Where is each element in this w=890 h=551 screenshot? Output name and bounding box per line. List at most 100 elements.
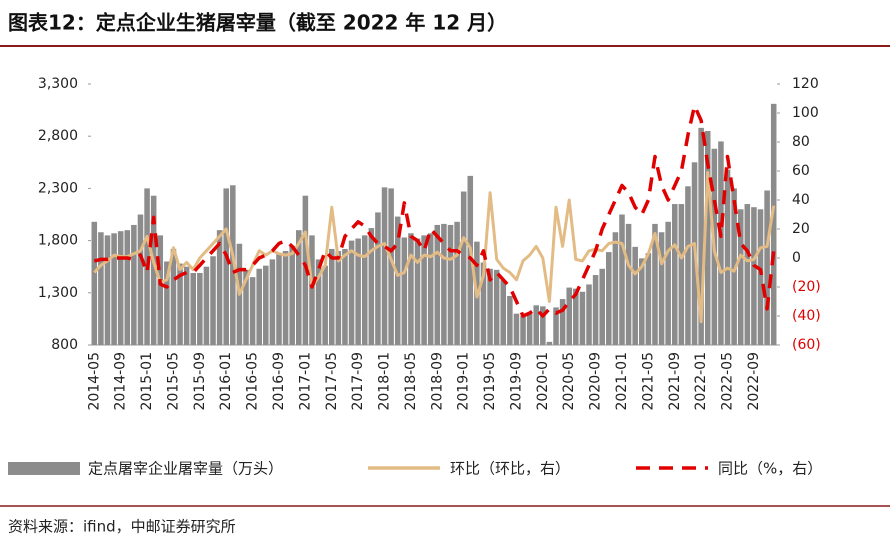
bar [592,275,599,345]
bar [348,240,355,345]
bar [309,235,315,345]
bar [744,204,751,345]
bar [698,127,704,346]
bar [104,235,111,345]
bar [460,191,467,345]
legend-label: 环比（环比，右） [450,460,570,478]
x-tick-label: 2016-01 [218,352,234,411]
bar [579,291,586,345]
bar [401,237,408,345]
bar [559,299,566,345]
x-tick-label: 2016-05 [245,352,261,411]
x-tick-label: 2015-09 [192,352,208,411]
bar [513,313,520,345]
bar [355,238,361,345]
bar [249,277,256,345]
bar [612,232,619,345]
bar [269,259,276,345]
legend-label: 定点屠宰企业屠宰量（万头） [88,460,283,478]
x-tick-label: 2017-09 [350,352,366,411]
bar [289,245,295,345]
x-tick-label: 2020-05 [561,352,577,411]
bar [197,272,203,345]
bar [441,223,447,345]
x-tick-label: 2018-05 [403,352,419,411]
y2-tick-label: 0 [792,250,801,266]
bar [210,256,216,345]
bar [381,187,388,345]
bar [606,252,612,345]
bar [131,224,137,345]
bar [124,230,131,345]
y2-tick-label: (60) [792,337,821,353]
bar [566,287,572,345]
x-tick-label: 2021-01 [614,352,630,411]
chart-title: 图表12：定点企业生猪屠宰量（截至 2022 年 12 月） [8,11,507,35]
x-tick-label: 2018-09 [429,352,445,411]
bar [427,233,434,345]
bar [632,246,638,345]
x-tick-label: 2017-05 [324,352,340,411]
bar [243,269,249,345]
y2-tick-label: 60 [792,163,810,179]
bar [388,188,394,345]
bar [117,231,124,345]
bar [263,265,269,345]
bar [639,258,645,345]
bar [533,305,540,345]
y2-tick-label: (20) [792,279,821,295]
x-tick-label: 2021-09 [667,352,683,411]
x-tick-label: 2017-01 [297,352,313,411]
bar [111,233,117,345]
bar [342,248,348,345]
bar [731,188,737,345]
x-tick-label: 2020-09 [588,352,604,411]
bar [322,265,328,345]
y2-tick-label: 40 [792,192,810,208]
y2-tick-label: 20 [792,221,810,237]
legend-swatch [8,462,80,475]
x-tick-label: 2014-05 [86,352,102,411]
bar [770,103,777,345]
x-tick-label: 2015-05 [165,352,181,411]
bar [480,262,487,345]
bar [256,268,262,345]
bar [335,251,342,345]
bar [619,214,625,345]
bar [625,223,632,345]
x-tick-label: 2018-01 [377,352,393,411]
source: 资料来源：ifind，中邮证券研究所 [8,518,236,536]
x-tick-label: 2022-05 [720,352,736,411]
bar [645,253,652,345]
bar [282,251,289,345]
bar [586,284,592,345]
bar [361,235,368,345]
x-tick-label: 2019-05 [482,352,498,411]
y2-tick-label: 120 [792,76,819,92]
bar [704,130,711,345]
bar [652,223,658,345]
legend-label: 同比（%，右） [718,460,822,478]
y-tick-label: 3,300 [38,76,78,92]
bar [190,272,197,345]
x-tick-label: 2019-01 [456,352,472,411]
bar [177,263,183,345]
x-tick-label: 2020-01 [535,352,551,411]
bar [751,207,757,345]
bar [137,214,144,345]
bar [757,209,764,345]
bar [183,266,190,345]
bar [454,221,460,345]
bar [718,141,724,345]
bar [724,169,731,345]
bar [157,235,164,345]
bar [434,224,441,345]
bar [764,190,770,345]
x-tick-label: 2016-09 [271,352,287,411]
y-tick-label: 2,800 [38,128,78,144]
bar [553,307,559,345]
bar [368,228,375,345]
bar [487,268,493,345]
bar [665,221,671,345]
bar [500,280,507,345]
